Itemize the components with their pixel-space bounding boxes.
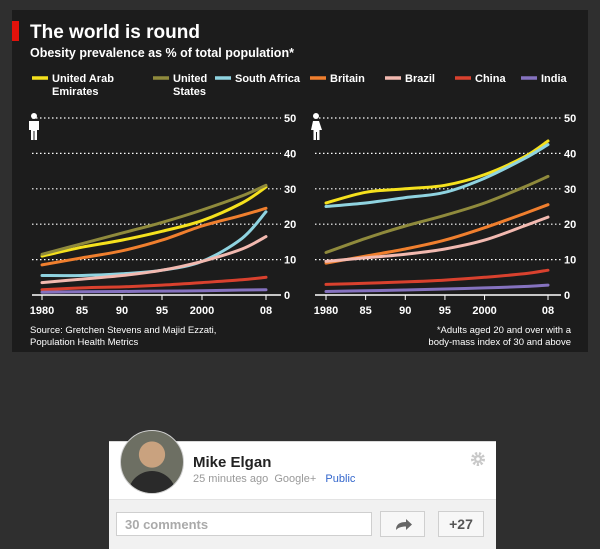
y-tick-label: 0 — [284, 290, 290, 302]
y-tick-label: 20 — [564, 219, 576, 231]
x-tick-label: 95 — [156, 305, 168, 317]
legend-label: Britain — [330, 73, 365, 85]
series-line-india — [40, 288, 268, 294]
y-tick-label: 10 — [284, 255, 296, 267]
avatar[interactable] — [120, 430, 184, 494]
series-line-britain — [324, 203, 550, 265]
source-note: Source: Gretchen Stevens and Majid Ezzat… — [30, 325, 216, 336]
x-tick-label: 85 — [360, 305, 372, 317]
source-note: Population Health Metrics — [30, 337, 138, 348]
series-line-uae — [40, 185, 268, 258]
x-tick-label: 1980 — [30, 305, 54, 317]
legend-label: United Arab Emirates — [52, 73, 114, 98]
series-line-brazil — [40, 235, 268, 285]
series-line-south_africa — [324, 143, 550, 208]
footnote: *Adults aged 20 and over with a — [437, 325, 572, 336]
series-line-china — [324, 268, 550, 286]
x-tick-label: 85 — [76, 305, 88, 317]
series-line-us — [324, 174, 550, 254]
women-panel: 0 10 20 30 40 50 1980 85 90 95 2000 08 — [311, 113, 576, 317]
series-line-britain — [40, 206, 268, 267]
chart-notes: Source: Gretchen Stevens and Majid Ezzat… — [30, 325, 572, 348]
legend-label: South Africa — [235, 73, 301, 85]
male-icon — [29, 113, 39, 140]
legend-label: United States — [173, 73, 207, 98]
female-icon — [311, 113, 322, 140]
y-tick-label: 0 — [564, 290, 570, 302]
post-time[interactable]: 25 minutes ago — [193, 473, 269, 485]
x-tick-label: 08 — [542, 305, 554, 317]
x-tick-label: 95 — [439, 305, 451, 317]
x-tick-label: 1980 — [314, 305, 338, 317]
author-name[interactable]: Mike Elgan — [193, 454, 272, 471]
y-tick-label: 50 — [284, 113, 296, 125]
share-arrow-icon — [396, 519, 412, 530]
post-meta: 25 minutes ago Google+ Public — [193, 473, 355, 485]
men-panel: 0 10 20 30 40 50 1980 85 90 95 2000 08 — [29, 113, 296, 317]
red-accent-tab — [12, 21, 19, 41]
comments-input[interactable]: 30 comments — [116, 512, 372, 536]
gear-icon[interactable] — [470, 451, 486, 467]
series-line-us — [40, 183, 268, 256]
chart-panel: The world is round Obesity prevalence as… — [12, 10, 588, 352]
series-line-china — [40, 275, 268, 292]
share-button[interactable] — [380, 511, 425, 537]
post-visibility[interactable]: Public — [325, 473, 356, 485]
footnote: body-mass index of 30 and above — [428, 337, 571, 348]
legend-label: Brazil — [405, 73, 435, 85]
legend-label: India — [541, 73, 568, 85]
plus-one-button[interactable]: +27 — [438, 511, 484, 537]
y-tick-label: 30 — [564, 184, 576, 196]
post-footer: 30 comments +27 — [109, 499, 496, 549]
x-tick-label: 2000 — [190, 305, 214, 317]
chart-subtitle: Obesity prevalence as % of total populat… — [30, 46, 294, 60]
chart-title: The world is round — [30, 22, 200, 43]
series-line-india — [324, 283, 550, 293]
y-tick-label: 20 — [284, 219, 296, 231]
series-line-brazil — [324, 215, 550, 263]
y-tick-label: 30 — [284, 184, 296, 196]
y-tick-label: 40 — [284, 148, 296, 160]
post-network: Google+ — [274, 473, 317, 485]
y-tick-label: 40 — [564, 148, 576, 160]
legend: United Arab Emirates United States South Afr… — [32, 73, 568, 98]
x-tick-label: 08 — [260, 305, 272, 317]
y-tick-label: 10 — [564, 255, 576, 267]
x-tick-label: 90 — [116, 305, 128, 317]
y-tick-label: 50 — [564, 113, 576, 125]
obesity-chart: The world is round Obesity prevalence as… — [29, 22, 576, 348]
post-card: Mike Elgan 25 minutes ago Google+ Public… — [109, 430, 496, 549]
x-tick-label: 2000 — [472, 305, 496, 317]
x-tick-label: 90 — [399, 305, 411, 317]
legend-label: China — [475, 73, 506, 85]
series-line-uae — [324, 139, 550, 205]
